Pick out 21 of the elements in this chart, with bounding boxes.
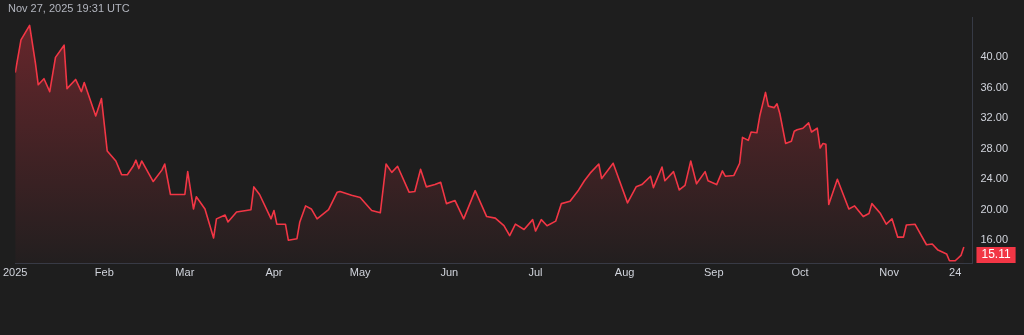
x-tick-label: Nov <box>879 266 900 279</box>
x-tick-label: Feb <box>94 266 114 279</box>
x-tick-label: May <box>349 266 372 279</box>
x-tick-label: Oct <box>791 266 809 279</box>
y-tick-label: 36.00 <box>980 80 1008 93</box>
x-tick-label: 24 <box>949 266 962 279</box>
text: Nov 27, 2025 19:31 UTC <box>8 2 130 14</box>
y-tick-label: 40.00 <box>980 50 1008 63</box>
x-tick-label: Sep <box>703 266 724 279</box>
y-tick-label: 28.00 <box>980 141 1008 154</box>
x-tick-label: Aug <box>614 266 635 279</box>
y-tick-label: 16.00 <box>980 233 1008 246</box>
x-tick-label: Jul <box>528 266 543 279</box>
y-tick-label: 24.00 <box>980 172 1008 185</box>
x-tick-label: Apr <box>265 266 283 279</box>
x-tick-label: Jun <box>440 266 459 279</box>
x-tick-label: 2025 <box>2 266 28 279</box>
x-tick-label: Mar <box>175 266 195 279</box>
y-tick-label: 32.00 <box>980 111 1008 124</box>
annotation: 15.11 <box>981 247 1011 262</box>
y-tick-label: 20.00 <box>980 202 1008 215</box>
